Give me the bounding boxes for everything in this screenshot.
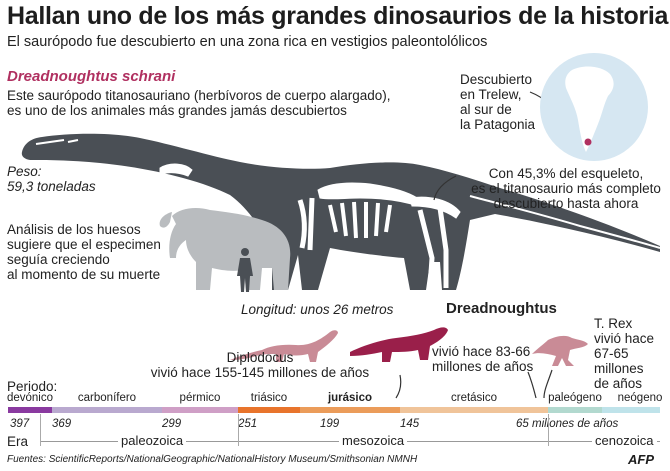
dreadnoughtus-arrow <box>527 371 537 399</box>
species-name: Dreadnoughtus schrani <box>7 68 176 85</box>
dreadnoughtus-small-silhouette <box>350 327 448 362</box>
period-label: jurásico <box>327 392 373 404</box>
era-label: Era <box>7 434 29 449</box>
era-divider <box>40 414 41 446</box>
trex-note-line: de años <box>594 376 643 391</box>
growth-note-line: sugiere que el especimen <box>7 237 161 252</box>
skeleton-note-line: es el titanosaurio más completo <box>471 181 661 196</box>
diplodocus-silhouette <box>230 330 338 362</box>
era-divider <box>548 414 549 446</box>
era-name: cenozoica <box>592 433 657 448</box>
trex-note-line: vivió hace <box>594 331 655 346</box>
page-subtitle: El saurópodo fue descubierto en una zona… <box>7 34 488 50</box>
dreadnoughtus-note-line: vivió hace 83-66 <box>432 344 531 359</box>
period-bar <box>52 407 162 413</box>
growth-note-line: al momento de su muerte <box>7 267 161 282</box>
tick-label: 145 <box>400 418 420 430</box>
skeleton-arrow <box>433 175 457 201</box>
page-title: Hallan uno de los más grandes dinosaurio… <box>7 2 669 30</box>
period-bar <box>162 407 238 413</box>
trex-name: T. Rex <box>594 316 633 331</box>
geologic-timeline: devónico carbonífero pérmico triásico jurási… <box>0 392 670 454</box>
dreadnoughtus-label: Dreadnoughtus <box>446 300 557 317</box>
elephant-silhouette <box>159 208 291 290</box>
trex-silhouette <box>532 335 588 366</box>
location-note: Descubierto en Trelew, al sur de la Pata… <box>460 72 535 132</box>
trelew-marker <box>584 138 592 146</box>
diplodocus-name: Diplodocus <box>226 350 294 365</box>
tick-label: 199 <box>320 418 340 430</box>
growth-note-line: seguía creciendo <box>7 252 110 267</box>
tick-label: 397 <box>10 418 30 430</box>
period-bar <box>548 407 602 413</box>
length-note: Longitud: unos 26 metros <box>241 302 394 317</box>
weight-label: Peso: <box>7 164 42 179</box>
period-bar <box>8 407 52 413</box>
period-label: triásico <box>250 392 288 404</box>
tick-label: 65 millones de años <box>516 418 619 430</box>
dreadnoughtus-note: vivió hace 83-66 millones de años <box>432 344 533 374</box>
era-name: mesozoica <box>339 433 408 448</box>
diplodocus-note: Diplodocus vivió hace 155-145 millones d… <box>140 350 380 380</box>
tick-label: 251 <box>238 418 258 430</box>
period-bar <box>238 407 300 413</box>
south-america-shape <box>565 66 614 152</box>
period-label: pérmico <box>179 392 221 404</box>
period-label: neógeno <box>617 392 663 404</box>
period-bar <box>602 407 660 413</box>
periodo-label: Periodo: <box>7 379 58 394</box>
growth-note-line: Análisis de los huesos <box>7 222 141 237</box>
period-bar <box>400 407 548 413</box>
species-description: Este saurópodo titanosauriano (herbívoro… <box>7 88 391 118</box>
period-label: carbonífero <box>77 392 137 404</box>
period-label: cretásico <box>450 392 498 404</box>
period-bar <box>300 407 400 413</box>
dreadnoughtus-note-line: millones de años <box>432 359 534 374</box>
location-note-line: al sur de <box>460 102 512 117</box>
afp-logo: AFP <box>628 452 654 467</box>
period-label: paleógeno <box>548 392 602 404</box>
growth-note: Análisis de los huesos sugiere que el es… <box>7 222 161 282</box>
trex-note-line: millones <box>594 361 644 376</box>
trex-note: T. Rex vivió hace 67-65 millones de años <box>594 316 654 391</box>
era-name: paleozoica <box>118 433 187 448</box>
tick-label: 369 <box>52 418 72 430</box>
era-divider <box>238 414 239 446</box>
location-note-line: en Trelew, <box>460 87 522 102</box>
species-description-line: Este saurópodo titanosauriano (herbívoro… <box>7 88 391 103</box>
skeleton-note-line: descubierto hasta ahora <box>493 196 639 211</box>
species-description-line: es uno de los animales más grandes jamás… <box>7 103 347 118</box>
human-silhouette <box>237 248 253 292</box>
period-label: devónico <box>6 392 54 404</box>
skeleton-bones <box>35 139 661 289</box>
tick-label: 299 <box>162 418 182 430</box>
diplodocus-text: vivió hace 155-145 millones de años <box>150 365 370 380</box>
weight-note: Peso: 59,3 toneladas <box>7 164 96 194</box>
weight-value: 59,3 toneladas <box>7 179 96 194</box>
sources-note: Fuentes: ScientificReports/NationalGeogr… <box>7 454 418 465</box>
diplodocus-arrow <box>395 374 402 399</box>
location-note-line: Descubierto <box>460 72 533 87</box>
trex-arrow <box>543 369 553 399</box>
skeleton-note: Con 45,3% del esqueleto, es el titanosau… <box>462 166 670 211</box>
location-note-line: la Patagonia <box>460 117 536 132</box>
trex-note-line: 67-65 <box>594 346 629 361</box>
skeleton-note-line: Con 45,3% del esqueleto, <box>488 166 644 181</box>
location-globe <box>540 53 648 161</box>
